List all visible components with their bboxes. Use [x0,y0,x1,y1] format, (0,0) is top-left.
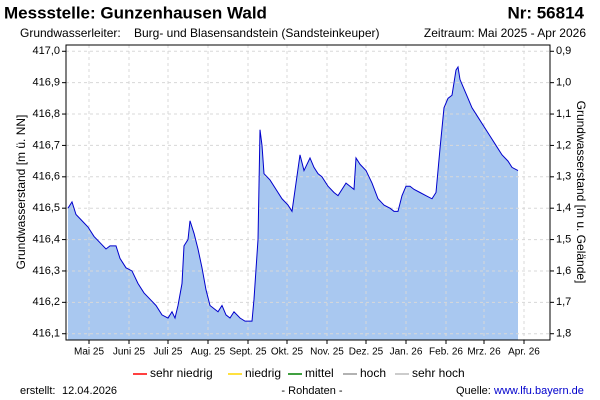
x-tick-label: Okt. 25 [271,347,304,358]
y-tick-label: 416,6 [32,171,60,183]
y2-tick-label: 1,3 [556,171,571,183]
y2-tick-label: 1,1 [556,108,571,120]
y-tick-label: 416,3 [32,265,60,277]
legend-label: niedrig [245,366,281,380]
created-label: erstellt: [20,385,55,397]
y-tick-label: 416,2 [32,296,60,308]
y2-tick-label: 1,8 [556,328,571,340]
legend-label: hoch [360,366,386,380]
note: - Rohdaten - [281,385,342,397]
x-tick-label: Jan. 26 [390,347,423,358]
aquifer-label: Grundwasserleiter: [20,26,121,40]
created-date: 12.04.2026 [62,385,117,397]
source-label: Quelle: [456,385,491,397]
y2-tick-label: 1,6 [556,265,571,277]
x-tick-label: Feb. 26 [429,347,463,358]
x-tick-label: Mai 25 [74,347,104,358]
x-tick-label: Juli 25 [154,347,183,358]
x-tick-label: Apr. 26 [508,347,540,358]
y-tick-label: 416,7 [32,139,60,151]
plot-frame [65,44,551,341]
x-tick-label: Juni 25 [113,347,146,358]
legend-label: sehr niedrig [150,366,213,380]
legend-label: sehr hoch [412,366,465,380]
legend-label: mittel [305,366,334,380]
x-tick-label: Sept. 25 [229,347,267,358]
x-tick-label: Mrz. 26 [467,347,501,358]
station-number: Nr: 56814 [507,3,584,22]
y2-tick-label: 1,5 [556,233,571,245]
y-tick-label: 416,1 [32,328,60,340]
chart-title: Messstelle: Gunzenhausen Wald [4,3,267,22]
y2-tick-label: 1,4 [556,202,571,214]
y-tick-label: 417,0 [32,45,60,57]
x-tick-label: Dez. 25 [349,347,384,358]
area-fill [68,66,518,341]
y2-tick-label: 1,2 [556,139,571,151]
y2-tick-label: 1,0 [556,77,571,89]
x-tick-label: Aug. 25 [191,347,226,358]
y-tick-label: 416,9 [32,77,60,89]
y-axis-label: Grundwasserstand [m ü. NN] [14,115,28,270]
aquifer: Burg- und Blasensandstein (Sandsteinkeup… [134,26,379,40]
x-tick-label: Nov. 25 [310,347,344,358]
period: Zeitraum: Mai 2025 - Apr 2026 [424,26,586,40]
y2-axis-label: Grundwasserstand [m u. Gelände] [574,101,588,284]
level-line [67,65,519,322]
y2-tick-label: 1,7 [556,296,571,308]
y-tick-label: 416,5 [32,202,60,214]
source-link[interactable]: www.lfu.bayern.de [493,385,584,397]
y2-tick-label: 0,9 [556,45,571,57]
y-tick-label: 416,8 [32,108,60,120]
y-tick-label: 416,4 [32,233,60,245]
